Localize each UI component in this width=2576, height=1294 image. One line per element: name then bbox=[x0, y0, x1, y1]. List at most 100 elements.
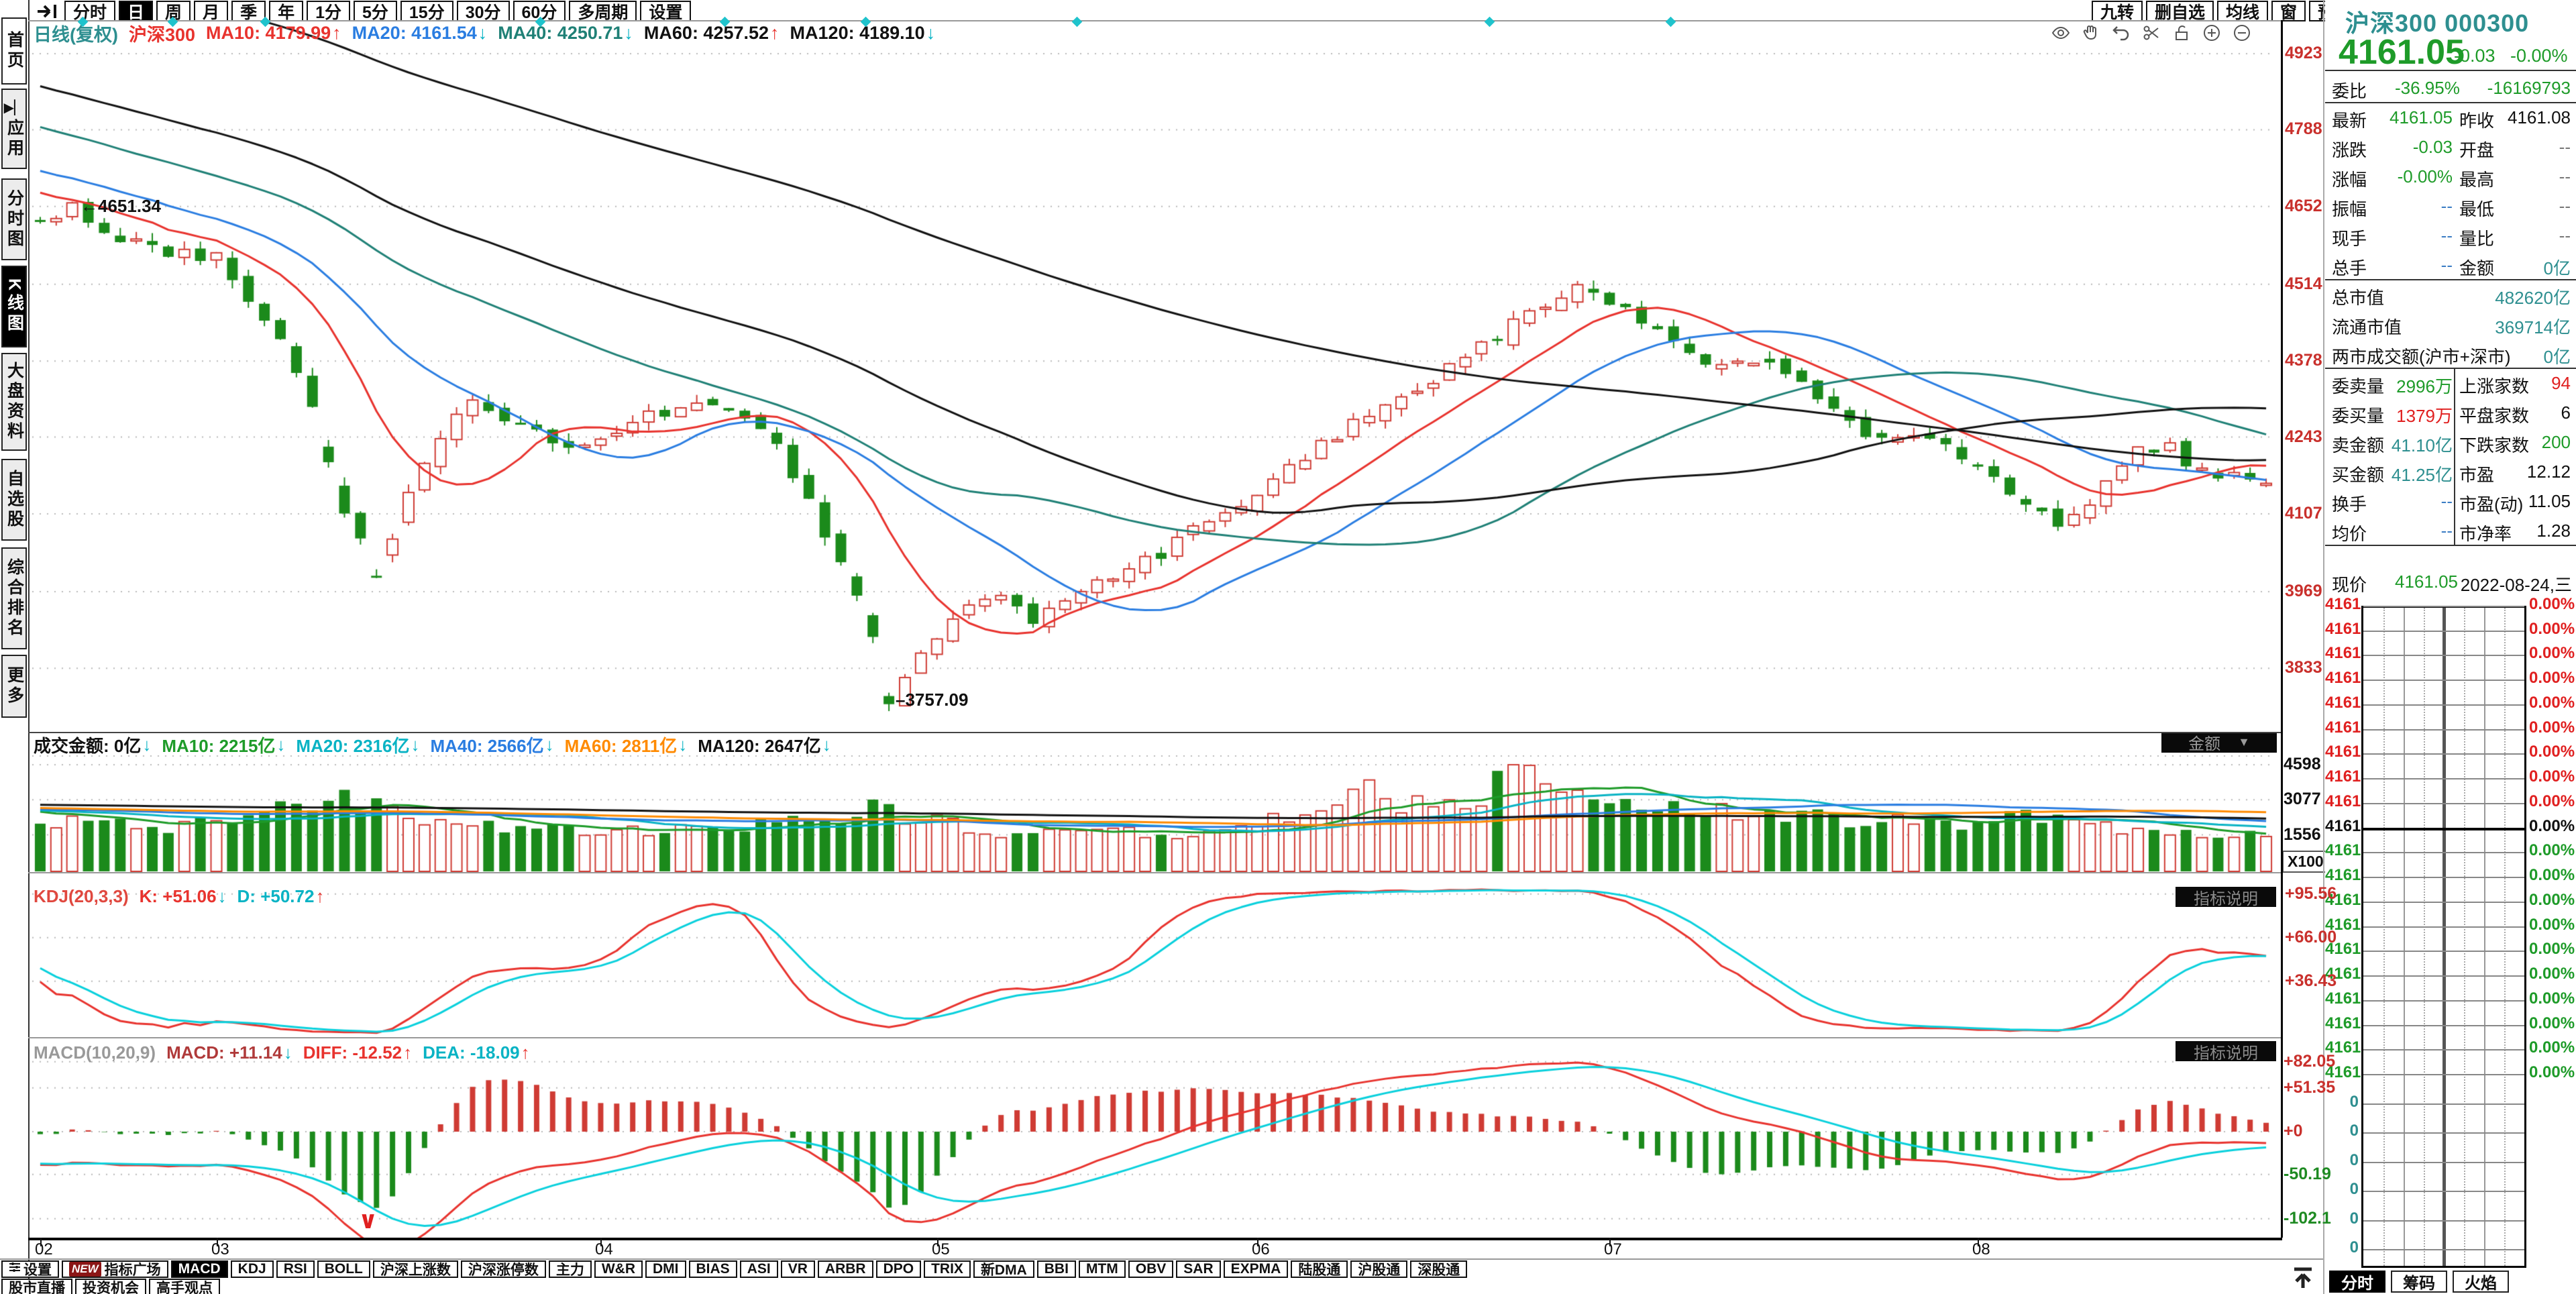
indicator-tab[interactable]: KDJ bbox=[230, 1260, 274, 1278]
period-tab[interactable]: 5分 bbox=[354, 1, 397, 22]
period-tab[interactable]: 日 bbox=[119, 1, 154, 22]
divider bbox=[2454, 368, 2455, 397]
tool-button[interactable]: 窗 bbox=[2271, 1, 2306, 22]
indicator-tab[interactable]: 主力 bbox=[548, 1260, 592, 1278]
quote-label: 下跌家数 bbox=[2459, 435, 2530, 455]
content-tab[interactable]: 股市直播 bbox=[1, 1279, 72, 1294]
period-tab[interactable]: 1分 bbox=[307, 1, 350, 22]
quote-value: 1.28 bbox=[2536, 521, 2571, 541]
intraday-mini-chart[interactable] bbox=[2361, 606, 2526, 1268]
indicator-tab[interactable]: W&R bbox=[594, 1260, 643, 1278]
period-tab[interactable]: 30分 bbox=[456, 1, 510, 22]
indicator-tab[interactable]: 沪深涨停数 bbox=[460, 1260, 546, 1278]
ma-label-arrow: ↓ bbox=[624, 22, 633, 43]
price-axis-label: 4923 bbox=[2285, 44, 2322, 62]
indicator-tab[interactable]: ARBR bbox=[817, 1260, 873, 1278]
tool-button[interactable]: 删自选 bbox=[2146, 1, 2214, 22]
indicator-tab[interactable]: ASI bbox=[739, 1260, 778, 1278]
x-axis-label: 02 bbox=[35, 1240, 53, 1258]
grid-line bbox=[2504, 608, 2506, 1266]
content-tab[interactable]: 投资机会 bbox=[75, 1279, 146, 1294]
sidebar-item-1[interactable]: ▶▏ 应用 bbox=[1, 89, 27, 169]
right-panel-tab[interactable]: 火焰 bbox=[2453, 1271, 2509, 1293]
period-tab[interactable]: 多周期 bbox=[569, 1, 637, 22]
period-tab[interactable]: 分时 bbox=[64, 1, 116, 22]
scissors-icon[interactable] bbox=[2142, 23, 2161, 42]
volume-ma-label-text: MA10: 2215亿 bbox=[162, 735, 276, 756]
minichart-price-label: 4161 bbox=[2325, 792, 2361, 810]
kdj-axis-label: +36.43 bbox=[2285, 971, 2337, 990]
indicator-tab[interactable]: MACD bbox=[170, 1260, 228, 1278]
kdj-indicator-info-badge[interactable]: 指标说明 bbox=[2176, 887, 2276, 908]
indicator-tab[interactable]: EXPMA bbox=[1223, 1260, 1289, 1278]
eye-icon[interactable] bbox=[2051, 23, 2070, 42]
period-tab[interactable]: 15分 bbox=[400, 1, 453, 22]
indicator-tab[interactable]: 沪深上涨数 bbox=[372, 1260, 458, 1278]
indicator-tab[interactable]: 沪股通 bbox=[1350, 1260, 1408, 1278]
minichart-pct-label: 0.00% bbox=[2529, 694, 2575, 712]
quote-label: 市盈(动) bbox=[2459, 494, 2524, 515]
hand-icon[interactable] bbox=[2082, 23, 2100, 42]
indicator-tab-label: 新DMA bbox=[980, 1262, 1027, 1278]
minichart-pct-label: 0.00% bbox=[2529, 1038, 2575, 1057]
kline-chart-canvas[interactable] bbox=[28, 20, 2281, 733]
minichart-pct-label: 0.00% bbox=[2529, 1014, 2575, 1032]
sidebar-item-4[interactable]: 大盘资料 bbox=[1, 353, 27, 451]
period-tab[interactable]: 60分 bbox=[513, 1, 566, 22]
indicator-tab[interactable]: 深股通 bbox=[1410, 1260, 1468, 1278]
zoom-in-icon[interactable] bbox=[2202, 23, 2221, 42]
sidebar-item-5[interactable]: 自选股 bbox=[1, 459, 27, 541]
right-panel-tab[interactable]: 筹码 bbox=[2391, 1271, 2447, 1293]
volume-mode-dropdown[interactable]: 金额 ▼ bbox=[2161, 732, 2277, 753]
minichart-price-label: 4161 bbox=[2325, 989, 2361, 1008]
indicator-tab[interactable]: BIAS bbox=[688, 1260, 737, 1278]
volume-title-label: 成交金额: 0亿 bbox=[34, 735, 142, 756]
indicator-tab[interactable]: MTM bbox=[1078, 1260, 1126, 1278]
collapse-sidebar-icon[interactable] bbox=[35, 2, 59, 21]
indicator-tab[interactable]: 设置 bbox=[1, 1260, 59, 1278]
minichart-price-label: 4161 bbox=[2325, 694, 2361, 712]
tool-button[interactable]: 均线 bbox=[2217, 1, 2269, 22]
right-panel-tab[interactable]: 分时 bbox=[2329, 1271, 2385, 1293]
sidebar-item-0[interactable]: 首页 bbox=[1, 17, 27, 85]
indicator-tab[interactable]: OBV bbox=[1128, 1260, 1174, 1278]
sidebar-item-6[interactable]: 综合排名 bbox=[1, 547, 27, 649]
volume-chart-canvas[interactable] bbox=[28, 733, 2281, 873]
zoom-out-icon[interactable] bbox=[2233, 23, 2251, 42]
scroll-to-top-button[interactable] bbox=[2289, 1265, 2317, 1292]
indicator-tab[interactable]: DPO bbox=[875, 1260, 922, 1278]
kline-header: 日线(复权) 沪深300 MA10: 4179.99 ↑ MA20: 4161.54… bbox=[34, 22, 946, 45]
indicator-tab[interactable]: 新DMA bbox=[973, 1260, 1034, 1278]
indicator-tab[interactable]: NEW 指标广场 bbox=[62, 1260, 168, 1278]
macd-indicator-info-badge[interactable]: 指标说明 bbox=[2176, 1041, 2276, 1063]
indicator-tab-label: ASI bbox=[747, 1261, 771, 1277]
quote-row: 两市成交额(沪市+深市) 0亿 bbox=[2325, 338, 2576, 369]
macd-value-arrow: ↓ bbox=[283, 1042, 292, 1063]
lock-icon[interactable] bbox=[2172, 23, 2191, 42]
quote-label: 两市成交额(沪市+深市) bbox=[2332, 347, 2511, 367]
indicator-tab[interactable]: DMI bbox=[645, 1260, 686, 1278]
indicator-tab[interactable]: TRIX bbox=[924, 1260, 971, 1278]
indicator-tab[interactable]: BOLL bbox=[317, 1260, 370, 1278]
sidebar-item-label: K线图 bbox=[5, 278, 24, 335]
undo-icon[interactable] bbox=[2112, 23, 2131, 42]
sidebar-item-7[interactable]: 更多 bbox=[1, 655, 27, 718]
macd-chart-canvas[interactable] bbox=[28, 1038, 2281, 1238]
sidebar-item-2[interactable]: 分时图 bbox=[1, 178, 27, 260]
tool-button[interactable]: 九转 bbox=[2092, 1, 2143, 22]
indicator-tab[interactable]: SAR bbox=[1176, 1260, 1221, 1278]
sidebar-item-3[interactable]: K线图 bbox=[1, 266, 27, 347]
indicator-tab[interactable]: VR bbox=[780, 1260, 815, 1278]
indicator-tab[interactable]: BBI bbox=[1036, 1260, 1076, 1278]
content-tab[interactable]: 高手观点 bbox=[149, 1279, 220, 1294]
indicator-tab[interactable]: RSI bbox=[276, 1260, 315, 1278]
period-tab[interactable]: 季 bbox=[231, 1, 266, 22]
kdj-chart-canvas[interactable] bbox=[28, 873, 2281, 1038]
period-tab[interactable]: 月 bbox=[194, 1, 229, 22]
price-axis-label: 4243 bbox=[2285, 427, 2322, 446]
indicator-tab[interactable]: 陆股通 bbox=[1291, 1260, 1348, 1278]
period-tab[interactable]: 设置 bbox=[640, 1, 692, 22]
period-tab[interactable]: 年 bbox=[269, 1, 304, 22]
minichart-price-label: 4161 bbox=[2325, 841, 2361, 859]
volume-axis-label: 1556 bbox=[2284, 825, 2321, 844]
